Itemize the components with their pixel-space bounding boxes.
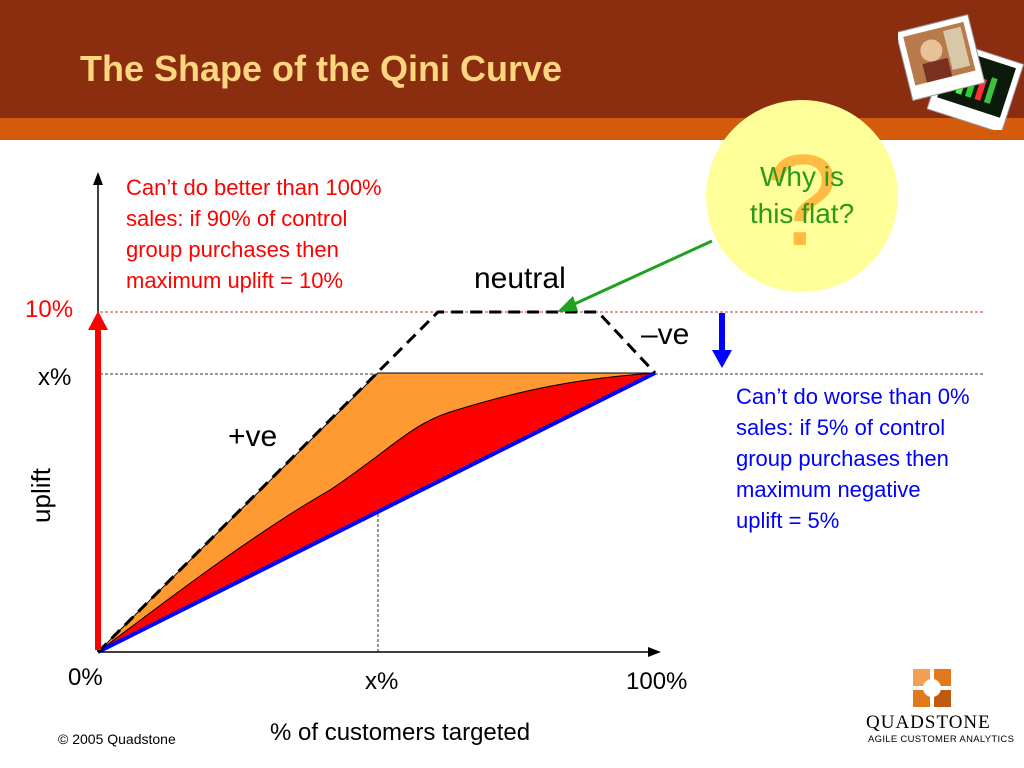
label-positive: +ve <box>228 420 278 453</box>
slide-header <box>0 0 1024 118</box>
x-axis-title: % of customers targeted <box>270 719 531 746</box>
x-axis-arrowhead <box>648 647 661 657</box>
quadstone-logo-icon <box>913 669 951 707</box>
label-neutral: neutral <box>474 262 566 295</box>
logo-name: QUADSTONE <box>866 712 991 733</box>
uplift-arrowhead <box>88 311 108 330</box>
copyright-text: © 2005 Quadstone <box>58 731 176 747</box>
slide-title: The Shape of the Qini Curve <box>80 48 563 89</box>
note-max-uplift: Can’t do better than 100% sales: if 90% … <box>126 175 382 293</box>
y-tick-10pct: 10% <box>25 296 74 323</box>
x-tick-100pct: 100% <box>626 668 688 695</box>
question-mark-icon: ? <box>766 127 838 273</box>
y-axis-title: uplift <box>25 468 56 523</box>
logo-tagline: AGILE CUSTOMER ANALYTICS <box>868 734 1015 745</box>
bubble-text: Why is this flat? <box>749 161 855 229</box>
x-tick-xpct: x% <box>365 668 399 695</box>
y-axis-arrowhead <box>93 172 103 185</box>
note-max-negative: Can’t do worse than 0% sales: if 5% of c… <box>736 384 970 533</box>
y-tick-xpct: x% <box>38 364 72 391</box>
bubble-pointer-arrow <box>569 239 713 308</box>
label-negative: –ve <box>641 318 690 351</box>
max-envelope-dashed <box>96 310 657 654</box>
photo-stack-image <box>898 14 1024 130</box>
question-bubble <box>706 100 898 292</box>
random-baseline <box>97 371 656 654</box>
x-tick-0pct: 0% <box>68 664 103 691</box>
negative-arrowhead <box>712 350 732 368</box>
bubble-pointer-arrowhead <box>557 296 578 312</box>
